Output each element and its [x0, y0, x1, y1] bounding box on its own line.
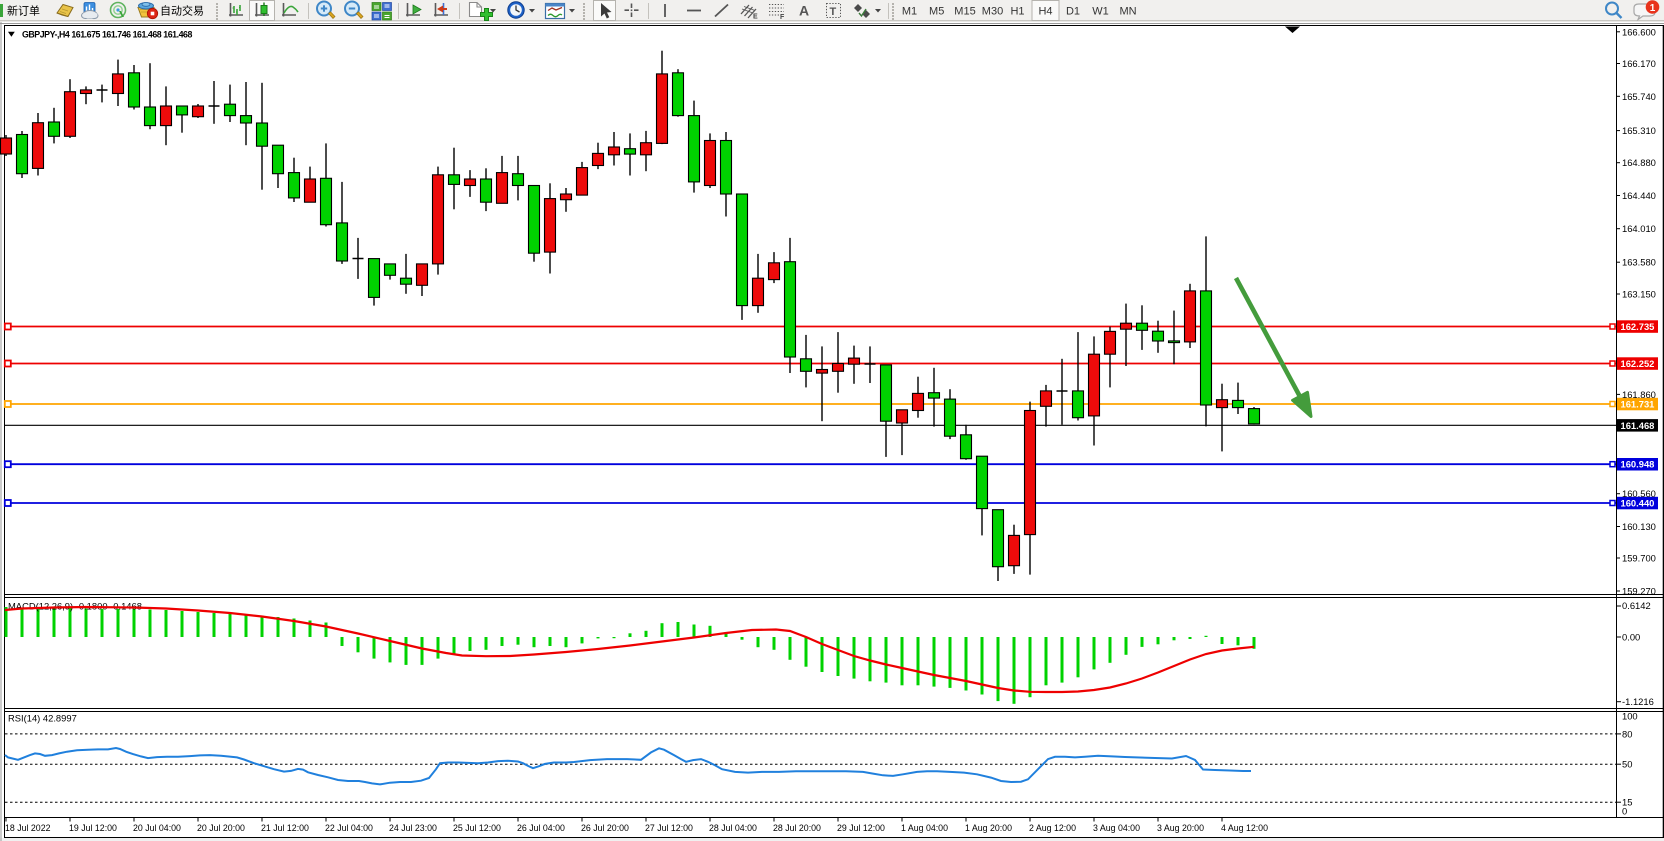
svg-text:26 Jul 20:00: 26 Jul 20:00	[581, 823, 629, 833]
svg-text:162.735: 162.735	[1621, 321, 1655, 332]
svg-text:27 Jul 12:00: 27 Jul 12:00	[645, 823, 693, 833]
svg-text:E: E	[753, 14, 758, 21]
svg-text:3 Aug 04:00: 3 Aug 04:00	[1093, 823, 1140, 833]
svg-text:166.600: 166.600	[1622, 26, 1656, 37]
svg-text:166.170: 166.170	[1622, 58, 1656, 69]
svg-text:165.740: 165.740	[1622, 91, 1656, 102]
svg-text:1: 1	[1650, 3, 1656, 14]
svg-text:80: 80	[1622, 728, 1632, 739]
svg-text:161.731: 161.731	[1621, 399, 1655, 410]
svg-text:160.560: 160.560	[1622, 488, 1656, 499]
svg-text:164.440: 164.440	[1622, 190, 1656, 201]
svg-text:15: 15	[1622, 797, 1632, 808]
svg-text:159.700: 159.700	[1622, 553, 1656, 564]
svg-text:MACD(12,26,9) -0.1800 -0.1468: MACD(12,26,9) -0.1800 -0.1468	[8, 601, 142, 612]
svg-text:GBPJPY-,H4 161.675 161.746 16: GBPJPY-,H4 161.675 161.746 161.468 161.4…	[22, 30, 192, 40]
svg-text:28 Jul 04:00: 28 Jul 04:00	[709, 823, 757, 833]
svg-text:25 Jul 12:00: 25 Jul 12:00	[453, 823, 501, 833]
svg-text:24 Jul 23:00: 24 Jul 23:00	[389, 823, 437, 833]
svg-text:4 Aug 12:00: 4 Aug 12:00	[1221, 823, 1268, 833]
svg-text:M30: M30	[982, 6, 1003, 18]
svg-text:159.270: 159.270	[1622, 586, 1656, 597]
svg-text:28 Jul 20:00: 28 Jul 20:00	[773, 823, 821, 833]
svg-text:0.00: 0.00	[1622, 632, 1640, 643]
svg-text:RSI(14) 42.8997: RSI(14) 42.8997	[8, 713, 77, 724]
svg-text:19 Jul 12:00: 19 Jul 12:00	[69, 823, 117, 833]
svg-text:F: F	[780, 14, 785, 21]
svg-text:18 Jul 2022: 18 Jul 2022	[5, 823, 51, 833]
svg-text:0: 0	[1622, 806, 1627, 817]
svg-text:163.580: 163.580	[1622, 257, 1656, 268]
svg-text:161.468: 161.468	[1621, 420, 1655, 431]
svg-text:165.310: 165.310	[1622, 125, 1656, 136]
svg-text:1 Aug 20:00: 1 Aug 20:00	[965, 823, 1012, 833]
svg-text:D1: D1	[1066, 6, 1080, 18]
svg-text:新订单: 新订单	[7, 4, 40, 18]
svg-text:160.130: 160.130	[1622, 521, 1656, 532]
svg-text:164.880: 164.880	[1622, 157, 1656, 168]
svg-text:-1.1216: -1.1216	[1622, 696, 1654, 707]
svg-text:22 Jul 04:00: 22 Jul 04:00	[325, 823, 373, 833]
svg-text:M5: M5	[929, 6, 944, 18]
svg-text:3 Aug 20:00: 3 Aug 20:00	[1157, 823, 1204, 833]
svg-text:20 Jul 04:00: 20 Jul 04:00	[133, 823, 181, 833]
svg-text:161.860: 161.860	[1622, 389, 1656, 400]
svg-text:W1: W1	[1092, 6, 1109, 18]
svg-text:M1: M1	[902, 6, 917, 18]
svg-text:自动交易: 自动交易	[160, 4, 204, 18]
svg-text:1 Aug 04:00: 1 Aug 04:00	[901, 823, 948, 833]
svg-text:M15: M15	[954, 6, 975, 18]
svg-text:2 Aug 12:00: 2 Aug 12:00	[1029, 823, 1076, 833]
svg-text:164.010: 164.010	[1622, 223, 1656, 234]
svg-text:H4: H4	[1038, 6, 1052, 18]
svg-text:160.948: 160.948	[1621, 459, 1655, 470]
svg-text:T: T	[830, 6, 837, 18]
svg-text:26 Jul 04:00: 26 Jul 04:00	[517, 823, 565, 833]
svg-text:50: 50	[1622, 759, 1632, 770]
svg-text:100: 100	[1622, 711, 1638, 722]
svg-text:21 Jul 12:00: 21 Jul 12:00	[261, 823, 309, 833]
svg-text:H1: H1	[1010, 6, 1024, 18]
svg-text:MN: MN	[1119, 6, 1136, 18]
svg-text:20 Jul 20:00: 20 Jul 20:00	[197, 823, 245, 833]
svg-text:A: A	[799, 3, 809, 19]
svg-text:162.252: 162.252	[1621, 358, 1655, 369]
svg-text:29 Jul 12:00: 29 Jul 12:00	[837, 823, 885, 833]
svg-text:0.6142: 0.6142	[1622, 600, 1651, 611]
svg-text:163.150: 163.150	[1622, 289, 1656, 300]
svg-text:160.440: 160.440	[1621, 498, 1655, 509]
